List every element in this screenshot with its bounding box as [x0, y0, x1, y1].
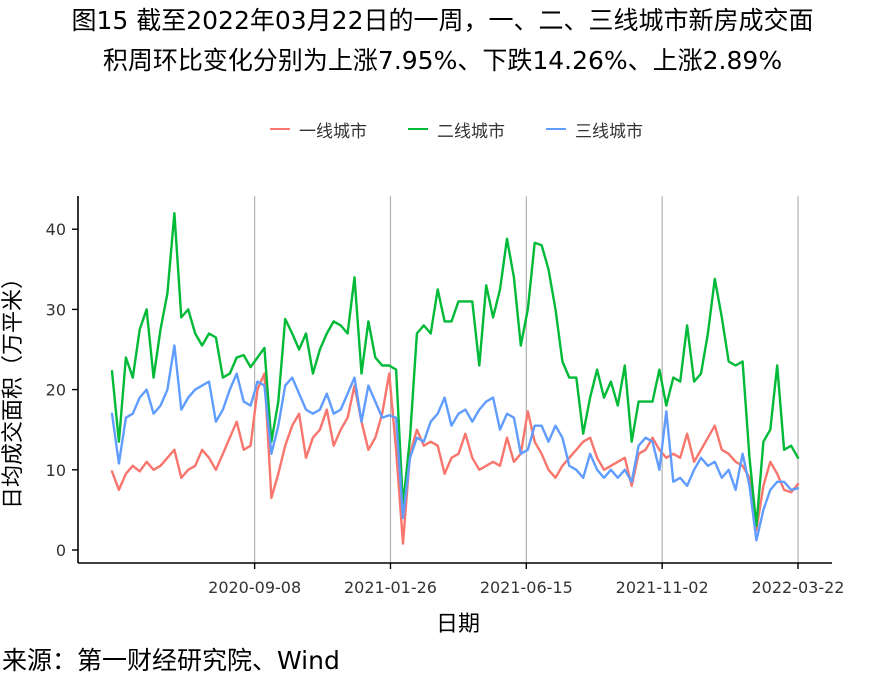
line-chart: 0 10 20 30 40 2020-09-08 2021-01-26 2021-06-15…	[1, 196, 844, 637]
x-ticks: 2020-09-08 2021-01-26 2021-06-15 2021-11-02…	[208, 563, 844, 597]
x-axis-label: 日期	[436, 612, 480, 637]
legend-swatch-tier3	[546, 128, 566, 130]
legend-swatch-tier1	[270, 128, 290, 130]
x-tick-label: 2021-11-02	[616, 578, 709, 597]
x-tick-label: 2022-03-22	[752, 578, 845, 597]
series-line-tier3	[110, 344, 800, 542]
y-ticks: 0 10 20 30 40	[46, 220, 78, 560]
x-tick-label: 2021-06-15	[480, 578, 573, 597]
legend-label-tier3: 三线城市	[575, 121, 643, 142]
legend-item-tier2: 二线城市	[408, 112, 505, 146]
series-line-tier2	[110, 211, 800, 528]
legend-item-tier3: 三线城市	[546, 112, 643, 146]
chart-legend: 一线城市 二线城市 三线城市	[0, 112, 885, 146]
y-tick-label: 40	[46, 220, 66, 239]
x-gridlines	[254, 196, 799, 563]
x-tick-label: 2020-09-08	[208, 578, 301, 597]
legend-label-tier2: 二线城市	[437, 121, 505, 142]
legend-label-tier1: 一线城市	[299, 121, 367, 142]
y-axis-label: 日均成交面积（万平米）	[1, 267, 26, 509]
axes	[77, 196, 832, 564]
y-tick-label: 0	[56, 541, 66, 560]
legend-swatch-tier2	[408, 128, 428, 130]
y-tick-label: 10	[46, 461, 66, 480]
y-tick-label: 20	[46, 381, 66, 400]
source-note: 来源：第一财经研究院、Wind	[2, 646, 340, 675]
chart-title-line1: 图15 截至2022年03月22日的一周，一、二、三线城市新房成交面	[71, 6, 814, 35]
series-lines	[110, 211, 800, 545]
chart-title-line2: 积周环比变化分别为上涨7.95%、下跌14.26%、上涨2.89%	[102, 46, 783, 75]
y-tick-label: 30	[46, 300, 66, 319]
x-tick-label: 2021-01-26	[344, 578, 437, 597]
series-line-tier1	[110, 372, 800, 545]
legend-item-tier1: 一线城市	[270, 112, 367, 146]
